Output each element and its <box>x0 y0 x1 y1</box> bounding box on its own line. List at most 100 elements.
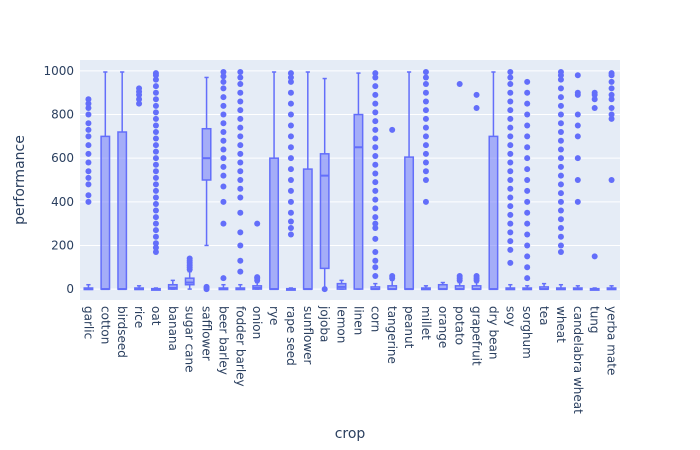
box-potato <box>454 81 465 291</box>
outlier-point <box>287 166 294 173</box>
outlier-point <box>422 159 429 166</box>
outlier-point <box>152 83 159 90</box>
outlier-point <box>507 238 514 245</box>
outlier-point <box>557 111 564 118</box>
outlier-point <box>574 133 581 140</box>
outlier-point <box>152 70 159 77</box>
x-tick-label: soy <box>503 306 517 327</box>
outlier-point <box>591 253 598 260</box>
outlier-point <box>321 286 328 293</box>
box-body <box>184 277 195 286</box>
outlier-point <box>557 233 564 240</box>
outlier-point <box>85 126 92 133</box>
outlier-point <box>152 135 159 142</box>
outlier-point <box>287 231 294 238</box>
box-body <box>404 156 415 290</box>
outlier-point <box>372 153 379 159</box>
outlier-point <box>372 109 379 116</box>
outlier-point <box>237 142 244 149</box>
outlier-point <box>422 168 429 175</box>
outlier-point <box>372 161 379 168</box>
outlier-point <box>372 100 379 107</box>
outlier-point <box>507 89 514 96</box>
outlier-point <box>237 168 244 175</box>
outlier-point <box>152 89 159 96</box>
outlier-point <box>608 70 615 77</box>
box-jojoba <box>319 77 330 293</box>
y-tick-labels: 0 200 400 600 800 1000 <box>43 64 74 296</box>
outlier-point <box>608 105 615 111</box>
x-tick-label: potato <box>453 306 467 345</box>
outlier-point <box>507 168 514 175</box>
outlier-point <box>237 98 244 105</box>
outlier-point <box>372 179 379 186</box>
outlier-point <box>389 273 396 279</box>
outlier-point <box>237 209 244 216</box>
x-tick-label: sunflower <box>301 306 315 365</box>
outlier-point <box>557 249 564 255</box>
outlier-point <box>557 190 564 197</box>
x-tick-label: garlic <box>81 306 95 339</box>
box-grapefruit <box>471 91 482 291</box>
outlier-point <box>203 283 210 290</box>
outlier-point <box>557 69 564 75</box>
outlier-point <box>507 142 514 149</box>
box-sorghum <box>522 78 533 291</box>
outlier-point <box>220 102 227 109</box>
outlier-point <box>287 177 294 183</box>
outlier-point <box>287 100 294 107</box>
outlier-point <box>591 105 598 111</box>
box-rape-seed <box>285 70 296 291</box>
outlier-point <box>507 203 514 210</box>
outlier-point <box>220 73 227 80</box>
outlier-point <box>237 257 244 264</box>
y-tick-label: 1000 <box>43 64 74 78</box>
outlier-point <box>372 249 379 255</box>
outlier-point <box>152 155 159 162</box>
outlier-point <box>220 275 227 282</box>
x-tick-label: tangerine <box>385 306 399 364</box>
outlier-point <box>557 172 564 179</box>
x-tick-label: jojoba <box>318 305 332 342</box>
outlier-point <box>85 168 92 175</box>
x-tick-label: linen <box>351 306 365 335</box>
y-tick-label: 0 <box>66 282 74 296</box>
outlier-point <box>85 111 92 118</box>
outlier-point <box>237 150 244 157</box>
x-axis-title: crop <box>335 426 366 442</box>
box-orange <box>437 281 448 291</box>
outlier-point <box>557 76 564 83</box>
outlier-point <box>237 69 244 75</box>
outlier-point <box>237 133 244 140</box>
outlier-point <box>473 91 480 98</box>
outlier-point <box>608 78 615 85</box>
x-tick-label: orange <box>436 306 450 348</box>
outlier-point <box>220 137 227 144</box>
box-onion <box>252 220 263 290</box>
box-soy <box>505 69 516 291</box>
outlier-point <box>220 155 227 162</box>
outlier-point <box>574 111 581 118</box>
outlier-point <box>152 174 159 181</box>
outlier-point <box>372 170 379 177</box>
outlier-point <box>389 126 396 133</box>
x-tick-label: peanut <box>402 306 416 349</box>
x-tick-label: beer barley <box>216 306 230 375</box>
outlier-point <box>557 181 564 188</box>
outlier-point <box>372 225 379 231</box>
outlier-point <box>524 275 531 282</box>
outlier-point <box>507 98 514 105</box>
outlier-point <box>608 96 615 103</box>
box-sugar-cane <box>184 255 195 290</box>
outlier-point <box>152 227 159 234</box>
outlier-point <box>507 107 514 114</box>
outlier-point <box>152 194 159 201</box>
outlier-point <box>372 257 379 264</box>
x-tick-labels: garlic cotton birdseed rice oat banana sugar c… <box>81 305 618 414</box>
outlier-point <box>287 78 294 85</box>
outlier-point <box>422 133 429 140</box>
outlier-point <box>372 144 379 151</box>
outlier-point <box>422 107 429 114</box>
outlier-point <box>220 85 227 92</box>
outlier-point <box>220 129 227 135</box>
